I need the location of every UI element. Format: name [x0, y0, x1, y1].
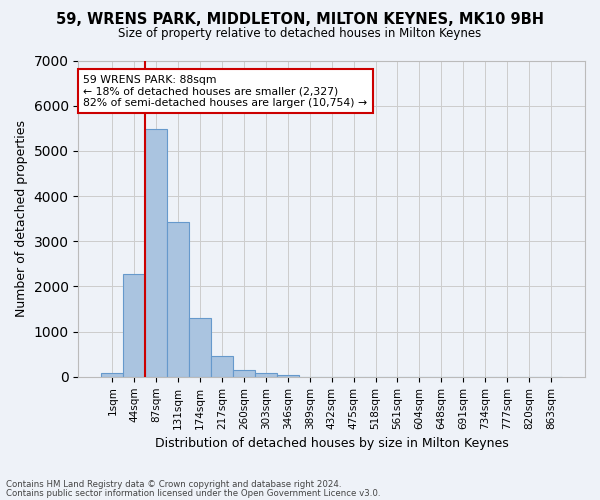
Bar	[189, 318, 211, 377]
Bar	[145, 129, 167, 377]
Bar	[233, 370, 255, 377]
Bar	[124, 274, 145, 377]
Text: 59 WRENS PARK: 88sqm
← 18% of detached houses are smaller (2,327)
82% of semi-de: 59 WRENS PARK: 88sqm ← 18% of detached h…	[83, 74, 368, 108]
Y-axis label: Number of detached properties: Number of detached properties	[15, 120, 28, 317]
Bar	[211, 356, 233, 377]
X-axis label: Distribution of detached houses by size in Milton Keynes: Distribution of detached houses by size …	[155, 437, 509, 450]
Text: Contains HM Land Registry data © Crown copyright and database right 2024.: Contains HM Land Registry data © Crown c…	[6, 480, 341, 489]
Bar	[101, 374, 124, 377]
Bar	[167, 222, 189, 377]
Text: Size of property relative to detached houses in Milton Keynes: Size of property relative to detached ho…	[118, 28, 482, 40]
Bar	[277, 375, 299, 377]
Bar	[255, 373, 277, 377]
Text: Contains public sector information licensed under the Open Government Licence v3: Contains public sector information licen…	[6, 489, 380, 498]
Text: 59, WRENS PARK, MIDDLETON, MILTON KEYNES, MK10 9BH: 59, WRENS PARK, MIDDLETON, MILTON KEYNES…	[56, 12, 544, 28]
